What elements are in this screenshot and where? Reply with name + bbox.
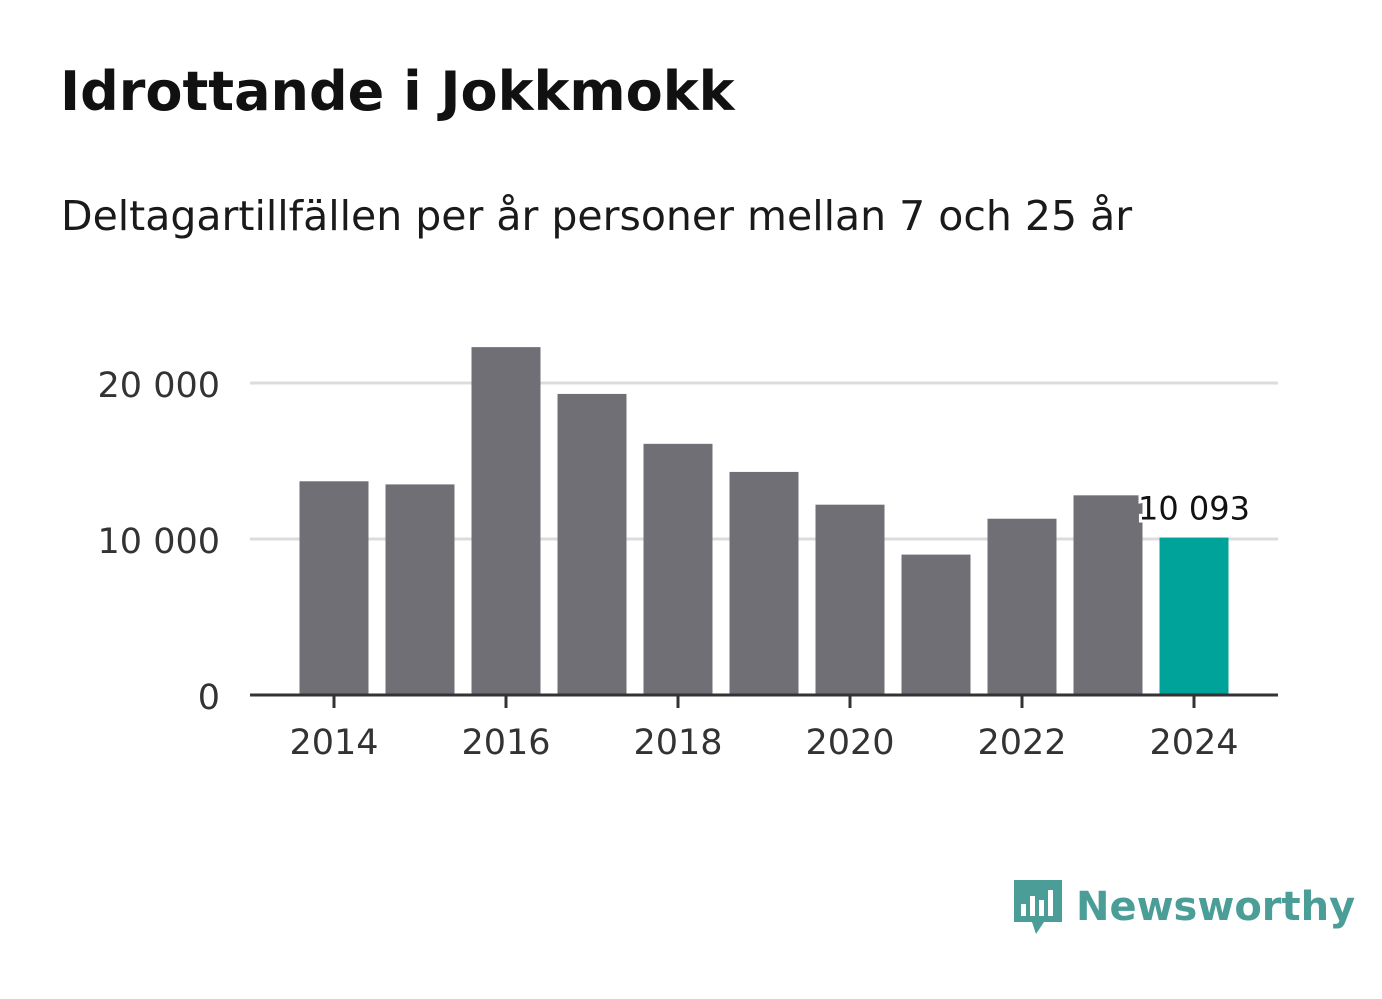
bar — [299, 481, 369, 695]
brand-name: Newsworthy — [1076, 884, 1356, 930]
chart-subtitle: Deltagartillfällen per år personer mella… — [61, 192, 1133, 240]
x-tick-label: 2018 — [633, 723, 722, 763]
bar — [557, 393, 627, 695]
bar — [385, 484, 455, 695]
bar — [471, 347, 541, 695]
x-tick-label: 2014 — [289, 723, 378, 763]
bar — [643, 443, 713, 695]
x-tick-label: 2024 — [1149, 723, 1238, 763]
x-tick-label: 2020 — [805, 723, 894, 763]
bar — [815, 504, 885, 695]
bar — [729, 471, 799, 695]
chart-title: Idrottande i Jokkmokk — [60, 60, 735, 123]
x-tick-label: 2022 — [977, 723, 1066, 763]
bar — [987, 518, 1057, 695]
y-tick-label: 0 — [198, 678, 220, 718]
bar — [1073, 495, 1143, 695]
x-tick-label: 2016 — [461, 723, 550, 763]
newsworthy-logo-icon — [1014, 880, 1062, 934]
y-tick-label: 20 000 — [98, 366, 220, 406]
y-tick-label: 10 000 — [98, 522, 220, 562]
data-label: 10 093 — [1138, 490, 1250, 528]
bar-highlight — [1159, 537, 1229, 695]
bar — [901, 554, 971, 695]
newsworthy-logo: Newsworthy — [1010, 876, 1355, 938]
